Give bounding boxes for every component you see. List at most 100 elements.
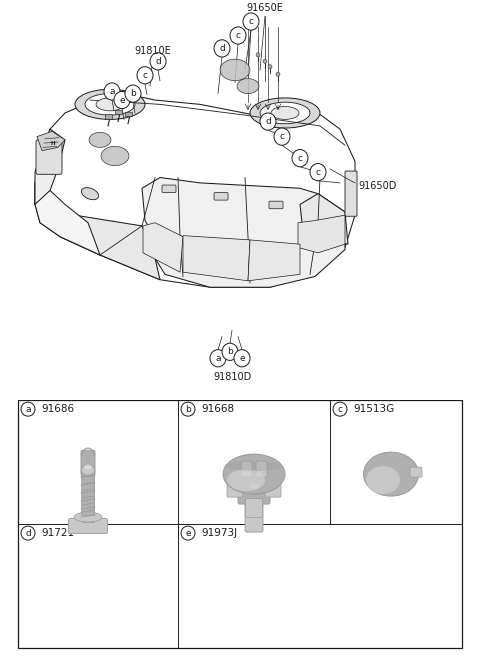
FancyBboxPatch shape xyxy=(410,467,422,477)
Ellipse shape xyxy=(75,89,145,119)
Text: 91668: 91668 xyxy=(201,404,234,414)
Polygon shape xyxy=(248,240,300,281)
Ellipse shape xyxy=(271,106,299,119)
Text: c: c xyxy=(236,31,240,40)
Circle shape xyxy=(150,52,166,70)
FancyBboxPatch shape xyxy=(256,461,267,477)
Ellipse shape xyxy=(82,188,98,199)
Circle shape xyxy=(274,128,290,145)
Polygon shape xyxy=(89,133,111,148)
Circle shape xyxy=(222,343,238,360)
Polygon shape xyxy=(60,215,160,279)
Polygon shape xyxy=(142,178,345,287)
Text: d: d xyxy=(25,529,31,537)
FancyBboxPatch shape xyxy=(18,400,462,648)
Circle shape xyxy=(310,163,326,181)
Circle shape xyxy=(268,64,272,69)
FancyBboxPatch shape xyxy=(162,185,176,193)
Text: H: H xyxy=(51,140,55,146)
Circle shape xyxy=(181,402,195,416)
Text: 91973J: 91973J xyxy=(201,528,237,538)
Polygon shape xyxy=(220,59,250,81)
FancyBboxPatch shape xyxy=(69,519,108,533)
Text: c: c xyxy=(279,132,285,141)
Ellipse shape xyxy=(366,466,400,494)
FancyBboxPatch shape xyxy=(241,461,252,477)
Ellipse shape xyxy=(363,452,419,496)
Text: e: e xyxy=(119,96,125,104)
Ellipse shape xyxy=(227,469,265,491)
Polygon shape xyxy=(37,131,65,151)
Circle shape xyxy=(137,67,153,84)
Circle shape xyxy=(125,85,141,102)
Ellipse shape xyxy=(250,98,320,128)
FancyBboxPatch shape xyxy=(36,140,62,174)
Text: 91810E: 91810E xyxy=(134,45,171,56)
FancyBboxPatch shape xyxy=(81,450,95,476)
Ellipse shape xyxy=(84,464,92,470)
FancyBboxPatch shape xyxy=(214,193,228,200)
Circle shape xyxy=(114,91,130,109)
Text: c: c xyxy=(249,17,253,26)
Text: 91650E: 91650E xyxy=(247,3,283,12)
Text: a: a xyxy=(109,87,115,96)
Circle shape xyxy=(234,350,250,367)
FancyBboxPatch shape xyxy=(245,499,263,518)
Text: 91810D: 91810D xyxy=(213,371,251,382)
Circle shape xyxy=(260,113,276,130)
Ellipse shape xyxy=(249,483,259,489)
Ellipse shape xyxy=(260,102,310,124)
FancyBboxPatch shape xyxy=(345,171,357,216)
FancyBboxPatch shape xyxy=(82,468,95,516)
Polygon shape xyxy=(82,472,94,522)
Ellipse shape xyxy=(96,98,124,111)
FancyBboxPatch shape xyxy=(125,112,132,116)
Circle shape xyxy=(256,52,260,57)
Polygon shape xyxy=(35,94,355,287)
Text: c: c xyxy=(337,405,343,414)
FancyBboxPatch shape xyxy=(105,114,112,119)
Polygon shape xyxy=(183,236,250,281)
Circle shape xyxy=(181,526,195,540)
FancyBboxPatch shape xyxy=(227,480,243,497)
Text: d: d xyxy=(265,117,271,126)
Polygon shape xyxy=(143,222,183,272)
Text: c: c xyxy=(298,154,302,163)
Text: e: e xyxy=(185,529,191,537)
Circle shape xyxy=(104,83,120,100)
Text: 91513G: 91513G xyxy=(353,404,394,414)
Text: c: c xyxy=(143,71,147,80)
Circle shape xyxy=(333,402,347,416)
FancyBboxPatch shape xyxy=(245,486,263,532)
Ellipse shape xyxy=(85,94,135,115)
Circle shape xyxy=(292,150,308,167)
Text: b: b xyxy=(185,405,191,414)
Polygon shape xyxy=(298,215,345,253)
FancyBboxPatch shape xyxy=(269,201,283,209)
Text: d: d xyxy=(155,57,161,66)
Polygon shape xyxy=(101,146,129,166)
FancyBboxPatch shape xyxy=(265,480,281,497)
FancyBboxPatch shape xyxy=(238,472,270,504)
Circle shape xyxy=(276,72,280,76)
Text: 91721: 91721 xyxy=(41,528,74,538)
Circle shape xyxy=(21,526,35,540)
Circle shape xyxy=(230,27,246,44)
Ellipse shape xyxy=(81,465,95,475)
Circle shape xyxy=(263,59,267,64)
Circle shape xyxy=(21,402,35,416)
Circle shape xyxy=(243,13,259,30)
Ellipse shape xyxy=(223,454,285,494)
Polygon shape xyxy=(237,79,259,94)
Ellipse shape xyxy=(74,512,102,522)
Text: e: e xyxy=(239,354,245,363)
Text: 91686: 91686 xyxy=(41,404,74,414)
Polygon shape xyxy=(35,183,100,255)
FancyBboxPatch shape xyxy=(115,110,122,114)
Ellipse shape xyxy=(227,461,281,471)
Text: b: b xyxy=(227,347,233,356)
Text: d: d xyxy=(219,44,225,53)
Polygon shape xyxy=(300,194,348,244)
Text: a: a xyxy=(25,405,31,414)
Circle shape xyxy=(214,40,230,57)
